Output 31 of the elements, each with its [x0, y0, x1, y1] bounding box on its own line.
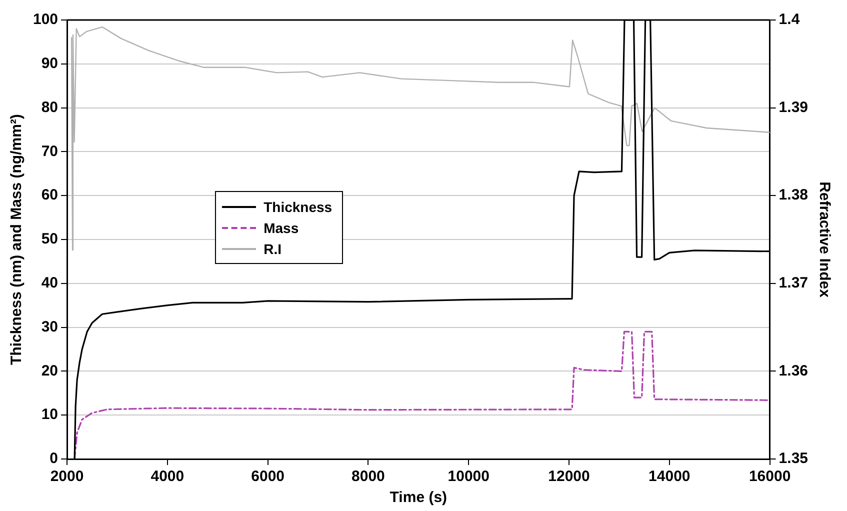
y2-axis-title: Refractive Index	[816, 182, 833, 298]
y-tick-label: 0	[50, 450, 58, 468]
legend-label: R.I	[264, 240, 282, 256]
x-tick-label: 8000	[352, 468, 385, 486]
x-tick-label: 12000	[548, 468, 590, 486]
x-tick-label: 10000	[448, 468, 490, 486]
x-tick-label: 4000	[150, 468, 184, 486]
legend-label: Mass	[264, 220, 299, 236]
x-tick-label: 6000	[251, 468, 285, 486]
y2-tick-label: 1.38	[778, 186, 808, 204]
y2-tick-label: 1.36	[778, 362, 808, 380]
y2-tick-label: 1.39	[778, 98, 808, 116]
y-tick-label: 40	[41, 274, 58, 292]
x-tick-label: 2000	[50, 468, 84, 486]
x-tick-label: 16000	[748, 468, 791, 486]
y-tick-label: 10	[41, 406, 58, 424]
y2-tick-label: 1.35	[778, 450, 808, 468]
y2-tick-label: 1.4	[778, 11, 800, 28]
y-tick-label: 60	[41, 186, 58, 204]
y-tick-label: 50	[41, 230, 58, 248]
y2-tick-label: 1.37	[778, 274, 808, 292]
x-axis-title: Time (s)	[390, 489, 448, 506]
legend-label: Thickness	[264, 198, 332, 214]
y-tick-label: 90	[41, 55, 58, 72]
x-tick-label: 14000	[648, 468, 690, 486]
y-tick-label: 30	[41, 318, 58, 336]
y-tick-label: 20	[41, 362, 58, 380]
y-tick-label: 80	[41, 98, 58, 116]
y-axis-title: Thickness (nm) and Mass (ng/mm²)	[8, 114, 26, 365]
y-tick-label: 100	[32, 11, 58, 28]
y-tick-label: 70	[41, 142, 58, 160]
